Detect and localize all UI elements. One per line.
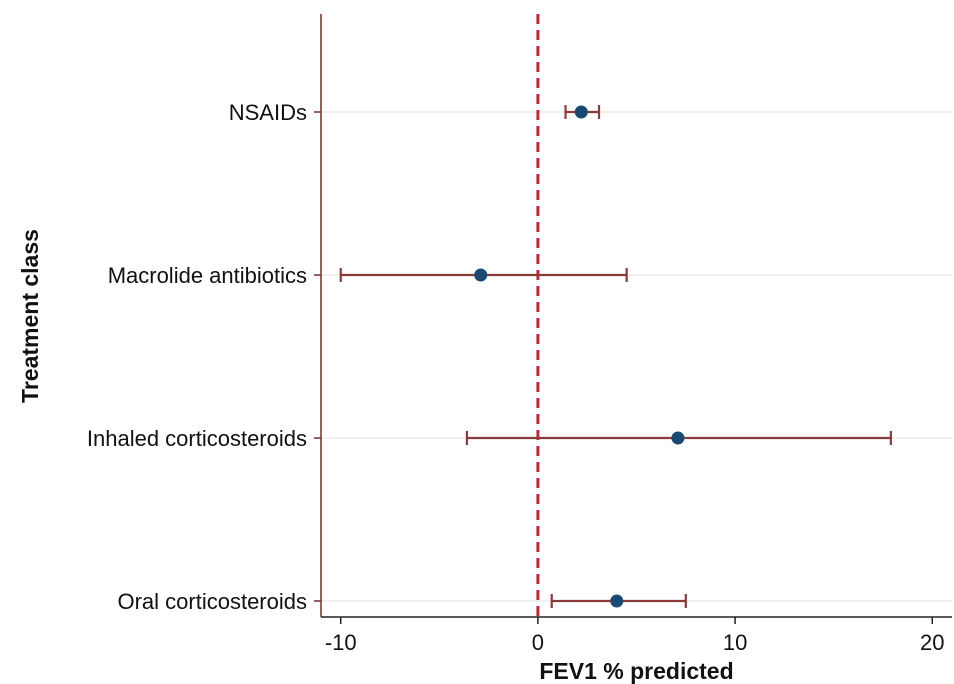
point-estimate <box>574 105 588 119</box>
x-tick-labels: -10 0 10 20 <box>325 617 945 655</box>
grid-lines <box>321 111 952 602</box>
y-tick-labels: NSAIDs Macrolide antibiotics Inhaled corti… <box>87 100 321 614</box>
y-tick-label: NSAIDs <box>229 100 307 125</box>
x-tick-label: -10 <box>325 630 357 655</box>
y-tick-label: Inhaled corticosteroids <box>87 426 307 451</box>
point-estimates <box>474 105 685 608</box>
x-tick-label: 20 <box>920 630 944 655</box>
point-estimate <box>671 431 685 445</box>
y-tick-label: Macrolide antibiotics <box>108 263 307 288</box>
error-bars <box>339 105 892 608</box>
x-axis-title: FEV1 % predicted <box>539 658 733 684</box>
point-estimate <box>474 268 488 282</box>
point-estimate <box>610 594 624 608</box>
x-tick-label: 0 <box>532 630 544 655</box>
y-axis-title: Treatment class <box>17 229 43 403</box>
y-tick-label: Oral corticosteroids <box>117 589 307 614</box>
x-tick-label: 10 <box>723 630 747 655</box>
